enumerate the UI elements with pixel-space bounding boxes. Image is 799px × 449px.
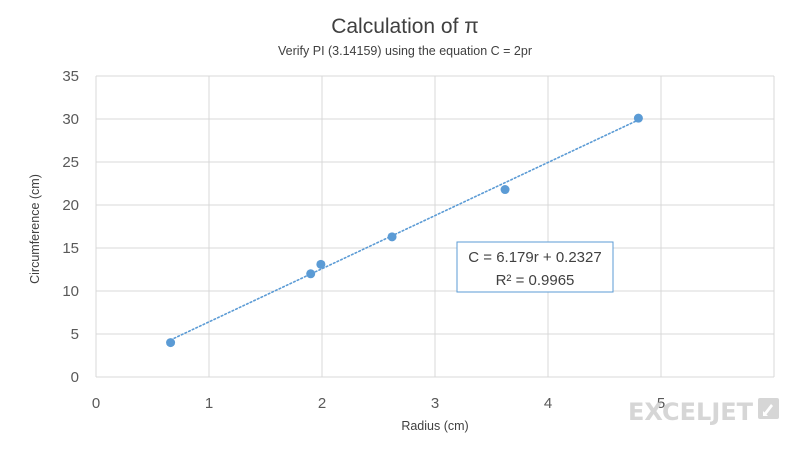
- y-axis-label: Circumference (cm): [28, 174, 42, 284]
- logo-wordmark: EXCELJET: [628, 398, 754, 426]
- data-point: [166, 338, 176, 348]
- y-tick-label: 10: [62, 283, 79, 300]
- y-tick-label: 35: [62, 68, 79, 85]
- data-point: [633, 113, 643, 123]
- trendline-equation-box: C = 6.179r + 0.2327 R² = 0.9965: [456, 241, 614, 293]
- data-point: [500, 185, 510, 195]
- equation-box-border: [456, 241, 614, 293]
- chart-title: Calculation of π: [331, 15, 479, 38]
- y-tick-label: 30: [62, 111, 79, 128]
- x-tick-label: 5: [657, 395, 665, 412]
- x-tick-label: 2: [318, 395, 326, 412]
- trendline: [169, 119, 640, 341]
- y-tick-label: 20: [62, 197, 79, 214]
- x-tick-label: 0: [92, 395, 100, 412]
- chart-subtitle: Verify PI (3.14159) using the equation C…: [278, 44, 532, 58]
- y-tick-label: 0: [71, 369, 79, 386]
- y-tick-label: 15: [62, 240, 79, 257]
- r-squared-label: R² = 0.9965: [496, 272, 575, 289]
- tick-labels: 051015202530350123456: [62, 68, 778, 412]
- x-axis-label: Radius (cm): [401, 419, 468, 433]
- trendline-layer: [169, 119, 640, 341]
- data-point: [387, 232, 397, 242]
- data-points: [166, 113, 643, 348]
- y-tick-label: 5: [71, 326, 79, 343]
- data-point: [306, 269, 316, 279]
- logo-mark-icon: [758, 398, 779, 419]
- exceljet-logo: EXCELJET: [628, 398, 779, 426]
- x-tick-label: 1: [205, 395, 213, 412]
- trendline-equation: C = 6.179r + 0.2327: [468, 249, 601, 266]
- x-tick-label: 4: [544, 395, 552, 412]
- y-tick-label: 25: [62, 154, 79, 171]
- x-tick-label: 3: [431, 395, 439, 412]
- gridlines: [95, 75, 775, 378]
- data-point: [316, 259, 326, 269]
